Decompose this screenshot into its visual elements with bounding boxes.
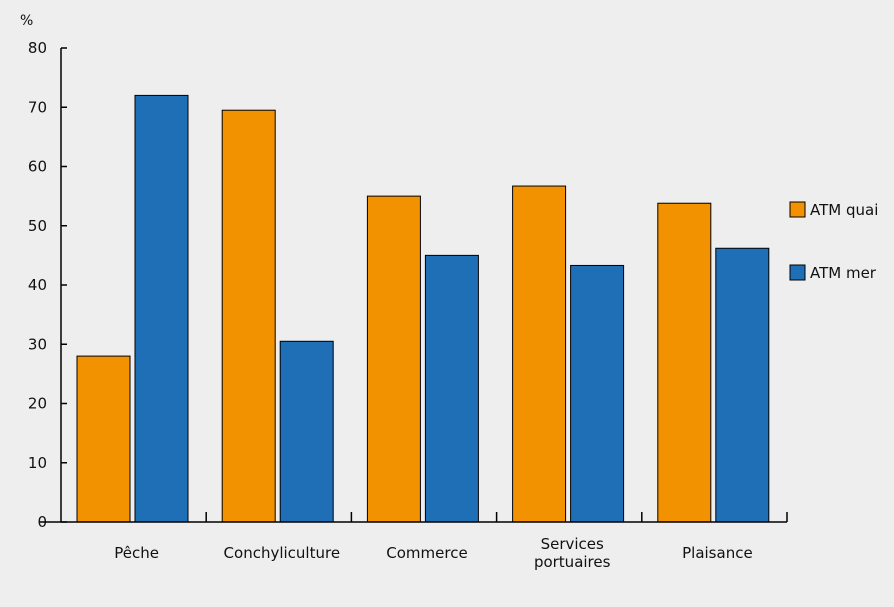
y-tick-label: 20 xyxy=(28,395,47,413)
bar-atm-mer xyxy=(279,340,334,523)
y-tick-label: 70 xyxy=(28,98,47,116)
bar-atm-quai xyxy=(657,202,712,523)
x-category-label: Commerce xyxy=(386,544,467,562)
legend-label-atm-mer: ATM mer xyxy=(810,264,877,282)
legend-label-atm-quai: ATM quai xyxy=(810,201,878,219)
y-tick-label: 40 xyxy=(28,276,47,294)
y-tick-label: 60 xyxy=(28,158,47,176)
y-tick-label: 50 xyxy=(28,217,47,235)
y-tick-label: 30 xyxy=(28,335,47,353)
bar-atm-quai xyxy=(76,355,131,523)
x-category-label: Plaisance xyxy=(682,544,753,562)
bar-atm-mer xyxy=(715,247,770,523)
bars xyxy=(76,94,770,523)
x-axis-labels: Pêche Conchyliculture Commerce Services port… xyxy=(114,535,752,571)
bar-atm-quai xyxy=(512,185,567,523)
legend: ATM quai ATM mer xyxy=(789,201,878,282)
bar-atm-mer xyxy=(570,264,625,523)
legend-swatch-atm-quai xyxy=(789,201,806,218)
axes xyxy=(40,48,788,523)
x-category-label: Pêche xyxy=(114,544,159,562)
y-tick-label: 10 xyxy=(28,454,47,472)
bar-atm-quai xyxy=(221,109,276,523)
y-axis-unit-label: % xyxy=(20,13,33,29)
bar-atm-quai xyxy=(366,195,421,523)
y-tick-label: 80 xyxy=(28,39,47,57)
bar-atm-mer xyxy=(134,94,189,523)
legend-swatch-atm-mer xyxy=(789,264,806,281)
x-category-label: Services portuaires xyxy=(534,535,611,571)
bar-atm-mer xyxy=(424,254,479,523)
x-category-label: Conchyliculture xyxy=(224,544,341,562)
